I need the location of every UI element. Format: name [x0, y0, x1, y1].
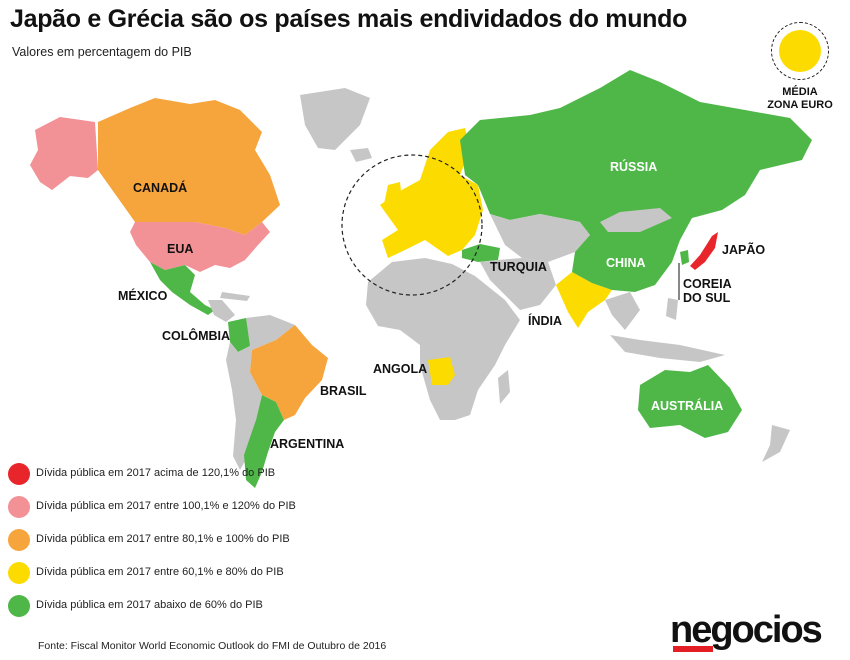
region-south-korea [680, 250, 689, 265]
region-china [572, 218, 692, 292]
legend-swatch [8, 562, 30, 584]
region-argentina [244, 395, 284, 488]
source-note: Fonte: Fiscal Monitor World Economic Out… [38, 640, 387, 652]
region-mongolia [600, 208, 672, 232]
euro-area-label-line1: MÉDIA [782, 86, 818, 98]
region-madagascar [498, 370, 510, 404]
region-japan [690, 232, 718, 270]
map-subtitle: Valores em percentagem do PIB [12, 45, 192, 59]
legend-swatch [8, 496, 30, 518]
legend-swatch [8, 529, 30, 551]
region-australia [638, 365, 742, 438]
map-title: Japão e Grécia são os países mais endivi… [10, 5, 688, 33]
legend-text: Dívida pública em 2017 abaixo de 60% do … [36, 599, 263, 611]
label-brasil: BRASIL [320, 384, 367, 398]
euro-area-inset-label: MÉDIA ZONA EURO [760, 86, 840, 112]
region-russia [460, 70, 812, 222]
region-central-america [208, 300, 235, 322]
logo-wordmark: negocios [670, 609, 823, 651]
region-turkey [462, 244, 500, 262]
region-indonesia [610, 335, 725, 362]
region-angola [428, 357, 455, 385]
region-southeast-asia [605, 292, 640, 330]
legend-text: Dívida pública em 2017 entre 100,1% e 12… [36, 500, 296, 512]
legend-swatch [8, 595, 30, 617]
euro-area-inset: MÉDIA ZONA EURO [760, 20, 840, 120]
label-russia: RÚSSIA [610, 159, 657, 174]
label-canada: CANADÁ [133, 180, 187, 195]
label-china: CHINA [606, 256, 646, 270]
label-japao: JAPÃO [722, 242, 765, 257]
legend-text: Dívida pública em 2017 entre 80,1% e 100… [36, 533, 290, 545]
label-australia: AUSTRÁLIA [651, 398, 723, 413]
region-new-zealand [762, 425, 790, 462]
label-colombia: COLÔMBIA [162, 328, 230, 343]
region-middle-east [480, 258, 556, 310]
legend-swatch [8, 463, 30, 485]
region-iceland [350, 148, 372, 162]
label-argentina: ARGENTINA [270, 437, 344, 451]
region-alaska [30, 117, 98, 190]
label-india: ÍNDIA [528, 313, 562, 328]
region-central-asia [490, 214, 590, 262]
label-turquia: TURQUIA [490, 260, 547, 274]
region-europe [380, 128, 483, 258]
label-coreia-line1: COREIA [683, 277, 732, 291]
region-philippines [666, 298, 678, 320]
label-coreia-line2: DO SUL [683, 291, 731, 305]
euro-area-inset-dot [779, 30, 821, 72]
legend-text: Dívida pública em 2017 entre 60,1% e 80%… [36, 566, 284, 578]
euro-area-label-line2: ZONA EURO [767, 99, 833, 111]
region-caribbean [220, 292, 250, 301]
region-usa [130, 222, 270, 272]
negocios-logo: negocios [670, 609, 823, 652]
region-india [556, 272, 612, 328]
region-uk [384, 182, 402, 212]
region-brazil [250, 325, 328, 420]
region-canada [98, 98, 280, 235]
label-eua: EUA [167, 242, 193, 256]
region-africa [366, 258, 520, 420]
label-angola: ANGOLA [373, 362, 427, 376]
legend-text: Dívida pública em 2017 acima de 120,1% d… [36, 467, 276, 479]
region-greenland [300, 88, 370, 150]
logo-red-bar [673, 646, 713, 652]
euro-area-inset-ring [771, 22, 829, 80]
euro-area-highlight-circle [341, 154, 483, 296]
region-south-america-other [226, 315, 295, 470]
label-mexico: MÉXICO [118, 288, 168, 303]
region-mexico [150, 262, 215, 315]
